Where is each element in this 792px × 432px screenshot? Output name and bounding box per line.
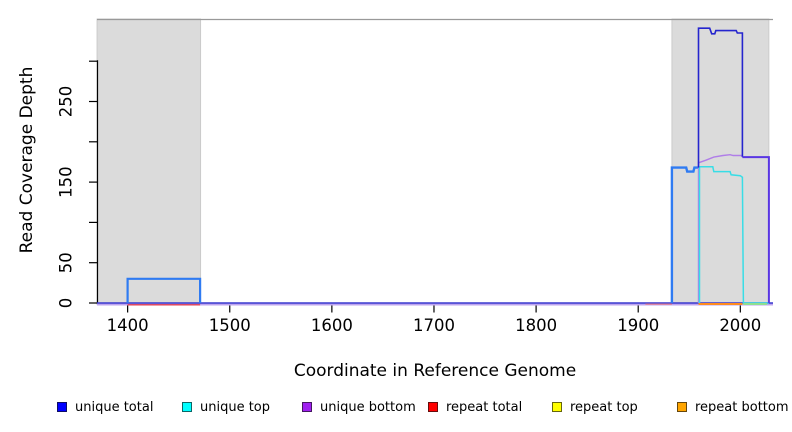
y-tick-label: 150: [57, 166, 76, 198]
shaded-region-1: [96, 18, 202, 305]
x-tick-label: 2000: [719, 316, 761, 335]
legend-swatch-icon: [302, 402, 312, 412]
y-tick-label: 250: [57, 86, 76, 118]
legend-label: repeat total: [446, 399, 523, 415]
legend-item-repeat-bottom: repeat bottom: [677, 398, 789, 416]
y-tick-label: 0: [57, 298, 76, 309]
legend-swatch-icon: [57, 402, 67, 412]
legend-swatch-icon: [428, 402, 438, 412]
x-tick-label: 1400: [107, 316, 149, 335]
legend-label: unique top: [200, 399, 271, 415]
legend-item-unique-total: unique total: [57, 398, 153, 416]
shaded-region-2: [671, 18, 770, 305]
legend-swatch-icon: [182, 402, 192, 412]
legend-label: repeat top: [570, 399, 638, 415]
unique-total-peak: [697, 27, 744, 168]
unique-bottom-line: [697, 153, 743, 303]
unique-top-line: [698, 166, 769, 304]
unique-total-right: [742, 156, 770, 303]
legend-label: repeat bottom: [695, 399, 789, 415]
legend-item-unique-bottom: unique bottom: [302, 398, 416, 416]
legend-item-unique-top: unique top: [182, 398, 270, 416]
legend-item-repeat-top: repeat top: [552, 398, 638, 416]
x-axis-title: Coordinate in Reference Genome: [293, 361, 577, 381]
x-tick-label: 1600: [311, 316, 353, 335]
legend-swatch-icon: [552, 402, 562, 412]
legend-label: unique total: [75, 399, 154, 415]
unique-total-step: [670, 166, 699, 303]
x-tick-label: 1500: [209, 316, 251, 335]
x-tick-label: 1900: [617, 316, 659, 335]
legend-item-repeat-total: repeat total: [428, 398, 522, 416]
x-tick-label: 1700: [413, 316, 455, 335]
legend: unique total unique top unique bottom repea…: [0, 398, 792, 418]
y-axis-title: Read Coverage Depth: [17, 66, 37, 254]
legend-label: unique bottom: [320, 399, 416, 415]
x-tick-label: 1800: [515, 316, 557, 335]
y-tick-label: 50: [57, 252, 76, 273]
legend-swatch-icon: [677, 402, 687, 412]
unique-total-box: [126, 277, 202, 303]
